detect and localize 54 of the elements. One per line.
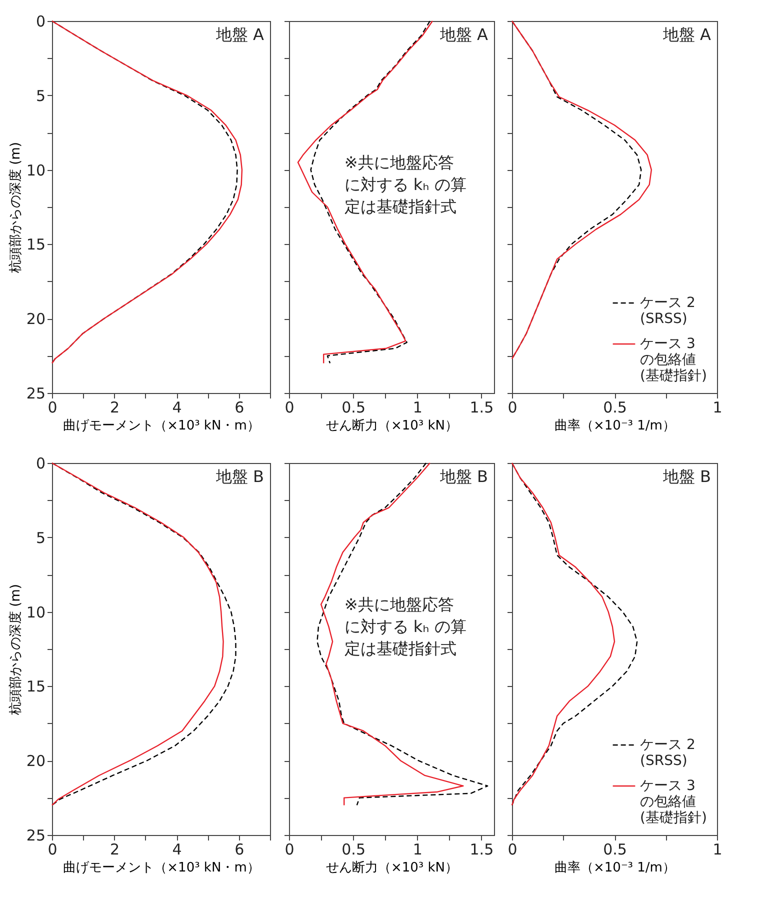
x-tick-label: 0 — [284, 840, 294, 858]
annotation: 地盤 A — [662, 25, 712, 44]
y-tick-label: 5 — [36, 86, 46, 105]
y-tick-label: 15 — [26, 236, 46, 254]
annotation: ※共に地盤応答に対する kₕ の算定は基礎指針式 — [344, 594, 466, 658]
y-tick-label: 10 — [26, 603, 46, 622]
legend-label: ケース 2 (SRSS) — [640, 295, 696, 327]
x-tick-label: 2 — [110, 840, 120, 858]
y-tick-label: 10 — [26, 161, 46, 180]
annotation: 地盤 A — [438, 25, 488, 44]
y-tick-label: 25 — [26, 384, 46, 402]
x-tick-label: 4 — [172, 840, 182, 858]
x-tick-label: 0 — [48, 398, 58, 416]
x-axis-title: 曲げモーメント（×10³ kN・m） — [63, 418, 260, 434]
x-tick-label: 6 — [234, 840, 244, 858]
x-tick-label: 1 — [412, 840, 422, 858]
legend-label: ケース 3 の包絡値 (基礎指針) — [640, 336, 707, 384]
x-tick-label: 2 — [110, 398, 120, 416]
x-tick-label: 1 — [712, 840, 722, 858]
annotation: 地盤 B — [214, 467, 264, 486]
x-axis-title: せん断力（×10³ kN） — [326, 860, 458, 876]
y-tick-label: 0 — [36, 454, 46, 472]
annotation: 地盤 B — [662, 467, 711, 486]
x-tick-label: 0 — [508, 840, 518, 858]
y-axis-title: 杭頭部からの深度 (m) — [7, 584, 24, 716]
x-tick-label: 1 — [412, 398, 422, 416]
annotation: ※共に地盤応答に対する kₕ の算定は基礎指針式 — [344, 152, 466, 216]
x-tick-label: 0.5 — [342, 840, 366, 858]
x-tick-label: 0.5 — [603, 398, 627, 416]
x-axis-title: 曲率（×10⁻³ 1/m） — [554, 860, 676, 876]
x-tick-label: 0 — [284, 398, 294, 416]
y-tick-label: 15 — [26, 678, 46, 696]
x-tick-label: 1 — [712, 398, 722, 416]
x-tick-label: 4 — [172, 398, 182, 416]
y-tick-label: 25 — [26, 826, 46, 844]
annotation: 地盤 A — [214, 25, 264, 44]
x-tick-label: 0.5 — [603, 840, 627, 858]
y-axis-title: 杭頭部からの深度 (m) — [7, 142, 24, 274]
x-axis-title: 曲げモーメント（×10³ kN・m） — [63, 860, 260, 876]
x-axis-title: 曲率（×10⁻³ 1/m） — [554, 418, 676, 434]
x-tick-label: 0 — [508, 398, 518, 416]
x-tick-label: 0 — [48, 840, 58, 858]
legend-label: ケース 3 の包絡値 (基礎指針) — [640, 778, 707, 826]
y-tick-label: 20 — [26, 310, 46, 328]
x-tick-label: 0.5 — [342, 398, 366, 416]
x-tick-label: 1.5 — [470, 398, 494, 416]
annotation: 地盤 B — [438, 467, 488, 486]
x-tick-label: 6 — [234, 398, 244, 416]
x-axis-title: せん断力（×10³ kN） — [326, 418, 458, 434]
y-tick-label: 0 — [36, 12, 46, 30]
legend-label: ケース 2 (SRSS) — [640, 737, 696, 769]
x-tick-label: 1.5 — [470, 840, 494, 858]
y-tick-label: 5 — [36, 528, 46, 547]
y-tick-label: 20 — [26, 752, 46, 770]
